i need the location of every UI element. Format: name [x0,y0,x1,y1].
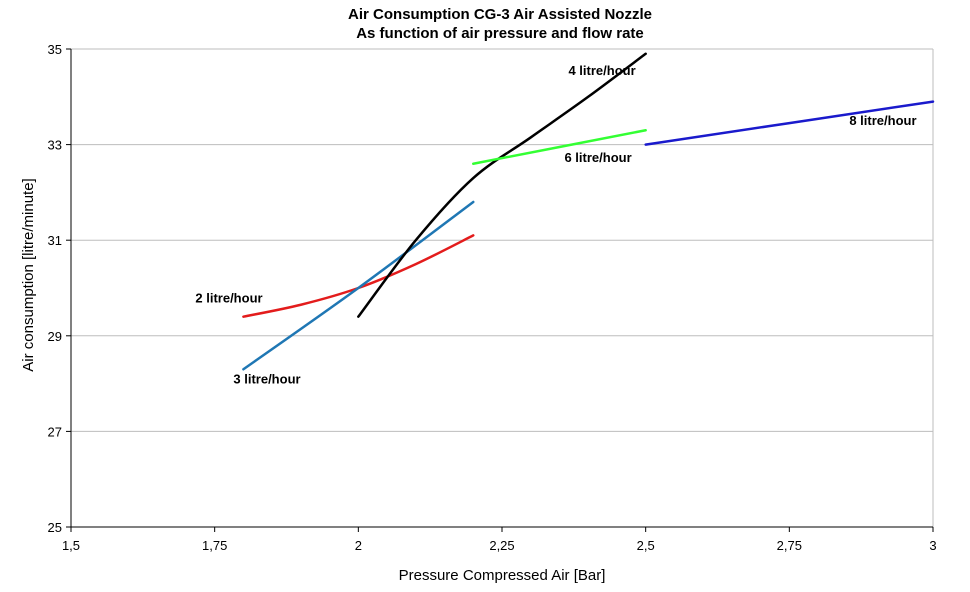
gridlines [71,48,934,527]
y-tick-label: 27 [48,424,62,439]
series-line [644,100,935,146]
chart-title: Air Consumption CG-3 Air Assisted Nozzle [348,6,652,23]
x-tick-label: 1,5 [62,538,80,553]
x-tick-label: 1,75 [202,538,227,553]
chart-subtitle: As function of air pressure and flow rat… [356,25,644,42]
x-tick-label: 2,25 [489,538,514,553]
series-line [242,234,475,318]
series-line [357,52,647,318]
y-tick-label: 35 [48,42,62,57]
series-line [472,129,647,165]
series-line [242,200,475,371]
series-labels: 2 litre/hour 3 litre/hour 4 litre/hour 6 li… [195,63,916,386]
tick-labels: 25 27 29 31 33 35 1,5 1,75 2 2,25 2,5 2,75 3 [48,42,937,553]
y-tick-label: 25 [48,520,62,535]
series-label: 8 litre/hour [849,113,916,128]
x-tick-label: 2,5 [637,538,655,553]
axes [66,48,934,532]
series-label: 2 litre/hour [195,291,262,306]
series-label: 3 litre/hour [233,371,300,386]
series-label: 4 litre/hour [568,63,635,78]
series-lines [242,52,935,371]
y-tick-label: 33 [48,138,62,153]
x-axis-title: Pressure Compressed Air [Bar] [399,567,606,584]
y-tick-label: 29 [48,329,62,344]
series-label: 6 litre/hour [564,150,631,165]
x-tick-label: 3 [929,538,936,553]
x-tick-label: 2,75 [777,538,802,553]
y-axis-title: Air consumption [litre/minute] [20,178,37,371]
y-tick-label: 31 [48,233,62,248]
x-tick-label: 2 [355,538,362,553]
